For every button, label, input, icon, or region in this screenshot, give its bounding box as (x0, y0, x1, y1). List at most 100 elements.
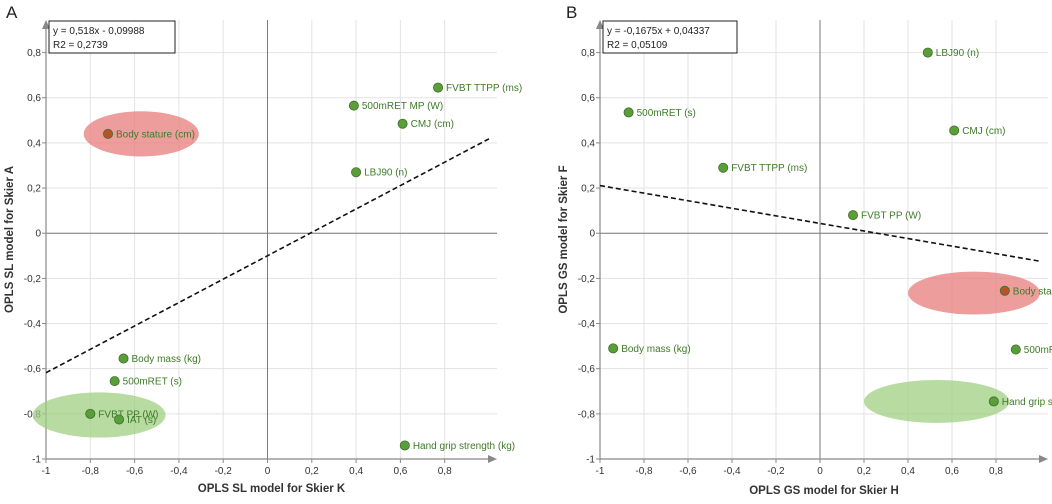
x-axis-title: OPLS SL model for Skier K (198, 483, 346, 495)
panel-a-chart: A -1 -0,8 -0,6 -0,4 -0,2 0 0,2 0,4 0,6 0,8 -1 -0,8 -0… (4, 3, 522, 495)
point-label-body-mass-kg: Body mass (kg) (132, 354, 201, 365)
point-label-lbj90-n: LBJ90 (n) (936, 48, 979, 59)
data-point-500mret-s (623, 107, 634, 118)
data-point-cmj-cm (397, 118, 408, 129)
highlight-ellipse-fvbt-pp-w-iat-s (32, 392, 166, 438)
point-label-body-stature-cm: Body stature (cm) (116, 129, 195, 140)
y-axis-arrow (42, 20, 50, 29)
y-tick-label: 0,4 (581, 138, 595, 149)
data-point-lbj90-n (351, 167, 362, 178)
x-tick-label: 0,8 (438, 466, 452, 477)
y-tick-label: 0,8 (27, 48, 41, 59)
data-point-fvbt-pp-w (848, 210, 859, 221)
data-point-cmj-cm (949, 125, 960, 136)
point-label-500mret-s: 500mRET (s) (123, 377, 182, 388)
point-label-fvbt-pp-w: FVBT PP (W) (98, 409, 158, 420)
data-point-lbj90-n (922, 47, 933, 58)
data-point-hand-grip-strength-kg (399, 440, 410, 451)
y-tick-label: 0,2 (27, 184, 41, 195)
y-tick-label: -0,6 (578, 364, 596, 375)
x-tick-label: 0,6 (393, 466, 407, 477)
x-tick-label: -1 (596, 466, 605, 477)
point-label-500mret-s: 500mRET (s) (637, 108, 696, 119)
x-tick-label: -0,8 (635, 466, 653, 477)
data-point-fvbt-pp-w (85, 408, 96, 419)
y-tick-label: -0,6 (24, 364, 42, 375)
y-tick-label: -0,4 (24, 319, 42, 330)
x-tick-label: 0,4 (901, 466, 915, 477)
point-label-lbj90-n: LBJ90 (n) (364, 168, 407, 179)
trendline-r2: R2 = 0,05109 (607, 40, 668, 51)
panel-b-chart: B -1 -0,8 -0,6 -0,4 -0,2 0 0,2 0,4 0,6 0,8 -1 -0,8 -0… (558, 3, 1052, 497)
point-label-fvbt-ttpp-ms: FVBT TTPP (ms) (446, 83, 522, 94)
point-label-iat-s: IAT (s) (127, 415, 156, 426)
data-point-body-mass-kg (118, 353, 129, 364)
x-tick-label: -0,6 (679, 466, 697, 477)
x-tick-label: 0,2 (305, 466, 319, 477)
y-tick-label: 0,6 (581, 93, 595, 104)
trendline-r2: R2 = 0,2739 (53, 40, 108, 51)
y-tick-label: -0,2 (578, 274, 596, 285)
y-tick-label: -1 (586, 455, 595, 466)
x-tick-label: 0,8 (989, 466, 1003, 477)
y-axis-title: OPLS GS model for Skier F (558, 165, 570, 313)
point-label-body-mass-kg: Body mass (kg) (621, 344, 690, 355)
trendline-equation: y = 0,518x - 0,09988 (53, 26, 145, 37)
point-label-500mret-mp-w: 500mRET MP (W) (362, 101, 443, 112)
y-tick-label: -0,8 (578, 409, 596, 420)
point-label-fvbt-pp-w: FVBT PP (W) (861, 211, 921, 222)
y-tick-label: 0,4 (27, 138, 41, 149)
x-tick-label: -1 (42, 466, 51, 477)
data-point-fvbt-ttpp-ms (433, 82, 444, 93)
x-tick-label: -0,8 (82, 466, 100, 477)
data-point-500mret-mp-w (348, 100, 359, 111)
y-tick-label: 0 (589, 229, 595, 240)
y-tick-label: 0,8 (581, 48, 595, 59)
y-axis-arrow (596, 20, 604, 29)
y-tick-label: -1 (32, 455, 41, 466)
y-tick-label: 0 (35, 229, 41, 240)
x-tick-label: -0,2 (215, 466, 233, 477)
y-tick-label: -0,4 (578, 319, 596, 330)
x-tick-label: 0,6 (945, 466, 959, 477)
data-point-500mret-mp-w (1010, 344, 1021, 355)
point-label-hand-grip-strength-kg: Hand grip strength (kg) (1002, 397, 1052, 408)
equation-box (48, 20, 176, 54)
point-label-500mret-mp-w: 500mRET MP (W) (1024, 345, 1052, 356)
x-tick-label: 0 (265, 466, 271, 477)
y-tick-label: 0,2 (581, 184, 595, 195)
x-tick-label: -0,4 (723, 466, 741, 477)
x-tick-label: -0,4 (170, 466, 188, 477)
data-point-iat-s (114, 414, 125, 425)
x-tick-label: 0,4 (349, 466, 363, 477)
y-tick-label: -0,2 (24, 274, 42, 285)
data-point-500mret-s (109, 376, 120, 387)
point-label-cmj-cm: CMJ (cm) (411, 119, 454, 130)
point-label-hand-grip-strength-kg: Hand grip strength (kg) (413, 441, 515, 452)
data-point-hand-grip-strength-kg (988, 396, 999, 407)
data-point-body-stature-cm (999, 285, 1010, 296)
trendline (600, 184, 1041, 263)
y-tick-label: -0,8 (24, 409, 42, 420)
point-label-fvbt-ttpp-ms: FVBT TTPP (ms) (731, 163, 807, 174)
point-label-cmj-cm: CMJ (cm) (962, 126, 1005, 137)
equation-box (602, 20, 738, 54)
data-point-body-mass-kg (608, 343, 619, 354)
highlight-ellipse-hand-grip-strength-kg (864, 379, 1010, 423)
x-axis-arrow (1039, 455, 1048, 463)
y-tick-label: 0,6 (27, 93, 41, 104)
trendline (46, 138, 490, 374)
trendline-equation: y = -0,1675x + 0,04337 (607, 26, 710, 37)
highlight-ellipse-body-stature-cm (83, 111, 199, 157)
panel-letter: B (566, 3, 577, 22)
x-tick-label: -0,2 (767, 466, 785, 477)
x-tick-label: -0,6 (126, 466, 144, 477)
x-axis-arrow (488, 455, 497, 463)
point-label-body-stature-cm: Body stature (cm) (1013, 286, 1052, 297)
data-point-fvbt-ttpp-ms (718, 162, 729, 173)
x-tick-label: 0,2 (857, 466, 871, 477)
highlight-ellipse-body-stature-cm (908, 271, 1040, 315)
y-axis-title: OPLS SL model for Skier A (4, 166, 16, 313)
x-tick-label: 0 (817, 466, 823, 477)
